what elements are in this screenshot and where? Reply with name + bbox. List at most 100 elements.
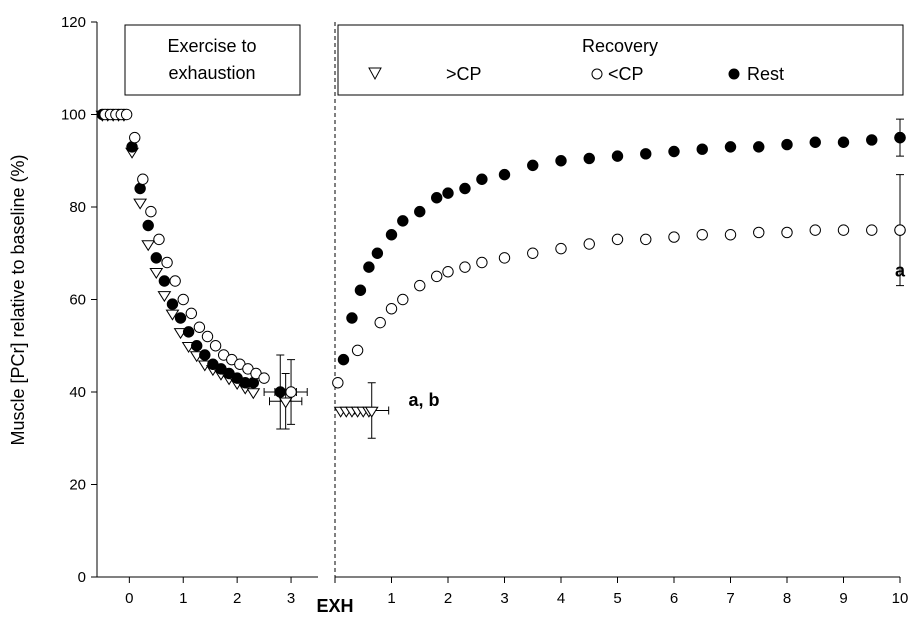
y-tick-label: 40 [69,384,86,401]
data-point-lt-cp [640,233,652,246]
data-point-lt-cp [476,256,488,269]
y-axis-title: Muscle [PCr] relative to baseline (%) [8,154,28,445]
data-point-rest [397,215,409,227]
data-point-lt-cp [145,205,157,218]
data-point-rest [809,136,821,148]
exercise-box-line2: exhaustion [168,63,255,83]
data-point-rest [866,134,878,146]
data-point-rest [182,326,195,338]
data-point-lt-cp [583,238,595,250]
significance-annotation: a [895,260,906,280]
data-point-lt-cp [414,279,426,292]
x-tick-label: 2 [233,590,241,607]
data-point-gt-cp [133,198,148,210]
x-tick-label: 7 [726,590,734,607]
x-tick-label: 4 [557,590,565,607]
legend-label-gt-cp: >CP [446,64,482,84]
data-point-lt-cp [201,330,214,343]
data-point-lt-cp [209,340,222,352]
data-point-lt-cp [258,372,270,384]
data-point-rest [191,340,203,352]
legend-label-rest: Rest [747,64,784,84]
legend-label-lt-cp: <CP [608,64,644,84]
data-point-rest [781,138,793,151]
data-point-gt-cp [157,291,172,303]
x-tick-label: 9 [839,590,847,607]
legend-filled-circle-icon [728,68,740,80]
data-point-rest [158,275,171,287]
data-point-rest [166,298,179,310]
data-point-rest [611,150,624,162]
final-point-gt-cp [278,397,293,409]
data-point-rest [363,261,375,273]
data-point-rest [442,187,454,199]
y-tick-label: 0 [78,569,86,586]
data-point-lt-cp [527,247,539,259]
data-point-lt-cp [332,377,344,389]
data-point-lt-cp [161,256,173,269]
x-tick-label: 1 [387,590,395,607]
recovery-legend-box [337,24,904,96]
data-point-rest [431,192,443,204]
y-tick-label: 120 [61,14,86,31]
recovery-title: Recovery [582,36,658,56]
legend-triangle-icon [368,67,382,81]
data-point-rest [696,143,708,155]
data-point-lt-cp [137,173,149,185]
data-point-lt-cp [781,226,793,239]
data-point-rest [640,148,652,160]
data-point-lt-cp [809,224,821,236]
significance-annotation: a, b [408,390,439,410]
legend-item-rest: Rest [728,64,784,84]
data-point-rest [476,173,488,185]
data-point-lt-cp [431,270,443,283]
legend-open-circle-icon [591,68,603,80]
data-point-lt-cp [385,303,398,315]
data-point-lt-cp [611,233,624,246]
data-point-rest [371,247,384,259]
data-point-rest [837,136,850,148]
final-point-lt-cp [285,386,297,398]
data-point-rest [753,141,765,153]
y-tick-label: 100 [61,107,86,124]
data-point-rest [174,312,187,324]
data-point-gt-cp [149,267,164,279]
data-point-lt-cp [498,252,511,264]
data-point-lt-cp [668,231,680,243]
data-point-rest [199,349,211,361]
x-tick-label: 6 [670,590,678,607]
data-point-lt-cp [397,293,409,306]
final-point-rest [894,131,906,144]
exh-label: EXH [316,596,353,616]
data-point-rest [527,159,539,172]
y-tick-label: 20 [69,477,86,494]
data-point-lt-cp [129,131,141,144]
x-tick-label: 3 [500,590,508,607]
data-point-rest [459,182,471,195]
data-point-gt-cp [246,388,261,400]
data-point-lt-cp [724,229,737,241]
data-point-lt-cp [442,266,454,278]
data-point-lt-cp [459,261,471,273]
data-point-rest [555,155,567,167]
data-point-rest [498,168,511,181]
data-point-lt-cp [351,344,364,357]
data-point-lt-cp [866,224,878,236]
x-tick-label: 2 [444,590,452,607]
data-point-lt-cp [193,321,206,333]
data-point-rest [150,252,162,264]
data-point-rest [724,141,737,153]
data-point-rest [414,205,426,218]
data-point-rest [668,145,680,158]
data-point-rest [385,229,398,241]
data-point-rest [583,152,595,165]
final-point-gt-cp [364,406,379,418]
data-point-lt-cp [555,242,567,255]
x-tick-label: 8 [783,590,791,607]
data-point-lt-cp [753,226,765,239]
x-tick-label: 10 [892,590,909,607]
data-point-gt-cp [165,309,180,321]
data-point-rest [142,219,154,232]
data-point-lt-cp [169,275,181,287]
